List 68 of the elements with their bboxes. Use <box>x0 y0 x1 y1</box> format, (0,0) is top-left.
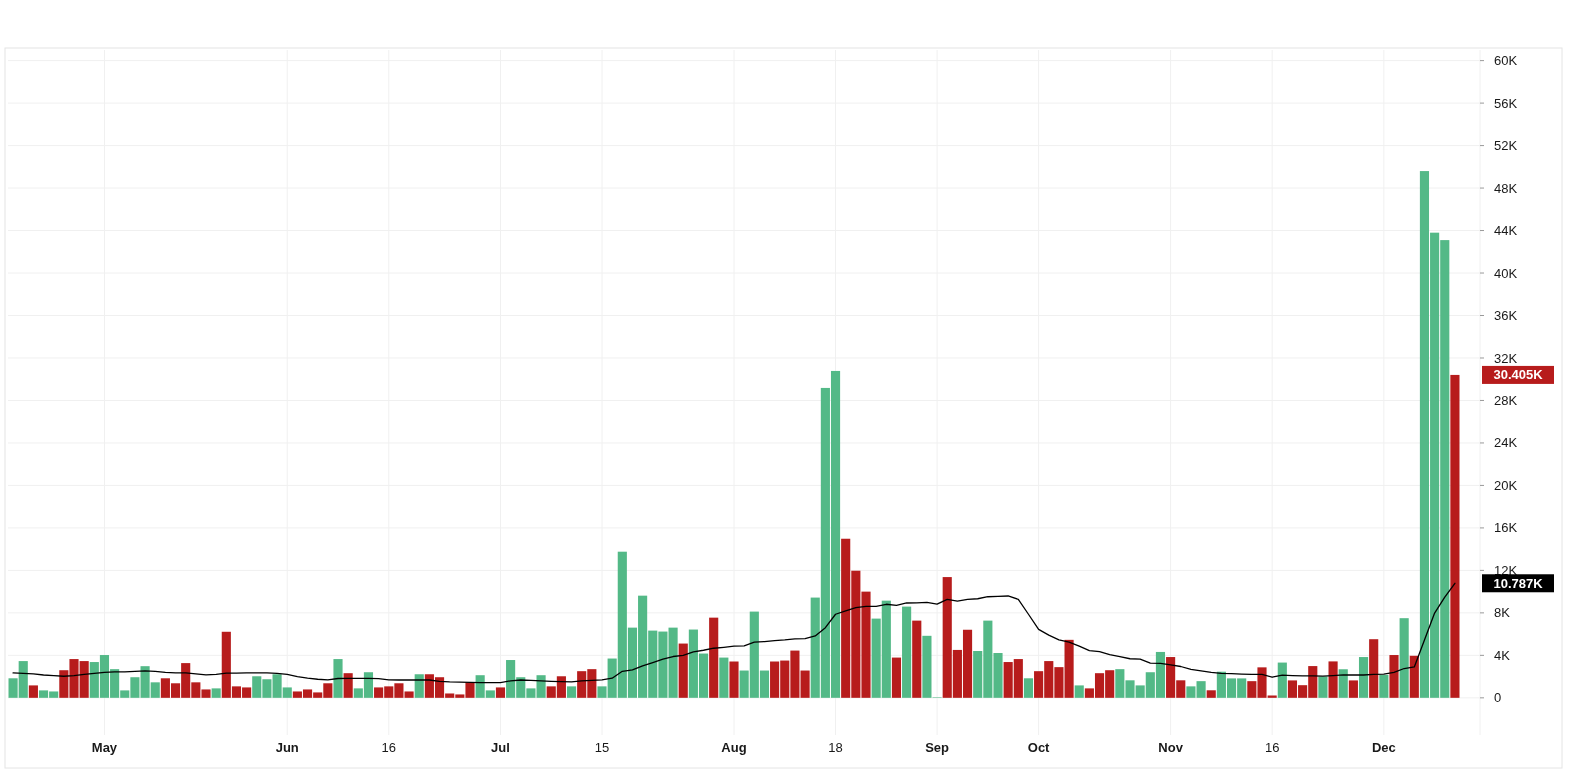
x-tick-label: Jul <box>491 740 510 755</box>
bar <box>1023 678 1034 698</box>
bar <box>1348 680 1358 698</box>
bar <box>1206 690 1216 698</box>
bar <box>1318 676 1328 698</box>
bar <box>404 691 414 698</box>
bar <box>414 674 424 698</box>
bar <box>1074 685 1084 698</box>
y-tick-label: 12K <box>1494 562 1518 578</box>
bar <box>719 657 729 698</box>
y-tick-label: 16K <box>1494 520 1518 536</box>
x-tick-label: Oct <box>1027 740 1051 755</box>
bar <box>709 617 719 698</box>
x-tick-label: Jun <box>275 740 299 755</box>
y-tick-label: 8K <box>1494 605 1511 621</box>
bar <box>912 620 922 698</box>
bar <box>1389 655 1399 698</box>
bar <box>1328 661 1338 698</box>
line-series <box>12 582 1456 684</box>
x-tick-label: Dec <box>1371 740 1396 755</box>
bar <box>800 670 810 698</box>
bar <box>1277 662 1287 698</box>
x-tick-label: Sep <box>925 740 950 755</box>
bar <box>1369 639 1379 698</box>
y-tick-label: 36K <box>1494 308 1518 324</box>
bar <box>495 687 506 698</box>
y-tick-label: 40K <box>1494 265 1518 281</box>
x-tick-label: 15 <box>594 740 610 755</box>
bar <box>891 657 902 698</box>
y-tick-label: 4K <box>1494 647 1511 663</box>
x-tick-label: Aug <box>721 740 747 755</box>
bar <box>1358 657 1369 698</box>
bar <box>566 686 577 698</box>
bar <box>1399 618 1409 698</box>
bar <box>1379 674 1389 698</box>
bar <box>668 627 678 698</box>
bar <box>28 685 38 698</box>
bar <box>333 659 343 698</box>
y-tick-label: 60K <box>1494 53 1518 69</box>
bar <box>1450 374 1460 698</box>
x-tick-label: May <box>91 740 118 755</box>
y-tick-label: 24K <box>1494 435 1518 451</box>
text: 30.405K <box>1493 367 1544 383</box>
bar <box>902 606 912 698</box>
bar <box>211 688 221 698</box>
y-tick-label: 52K <box>1494 138 1518 154</box>
text: 10.787K <box>1493 575 1544 591</box>
bar <box>1338 669 1348 698</box>
y-tick-label: 20K <box>1494 477 1518 493</box>
bar <box>1409 655 1419 698</box>
y-tick-label: 44K <box>1494 223 1518 239</box>
bar <box>536 675 546 698</box>
bar <box>343 673 353 698</box>
bar <box>678 643 688 698</box>
x-tick-label: 16 <box>381 740 396 755</box>
y-tick-label: 56K <box>1494 95 1518 111</box>
y-tick-label: 0 <box>1494 690 1502 706</box>
bar <box>729 661 739 698</box>
y-tick-label: 48K <box>1494 180 1518 196</box>
bar <box>1196 681 1206 698</box>
y-tick-label: 28K <box>1494 393 1518 409</box>
x-tick-label: 16 <box>1264 740 1280 755</box>
bar <box>1186 686 1196 698</box>
bar <box>922 635 932 698</box>
y-tick-label: 32K <box>1494 350 1518 366</box>
x-tick-label: Nov <box>1158 740 1184 755</box>
x-tick-label: 18 <box>828 740 843 755</box>
bar <box>1064 639 1074 698</box>
